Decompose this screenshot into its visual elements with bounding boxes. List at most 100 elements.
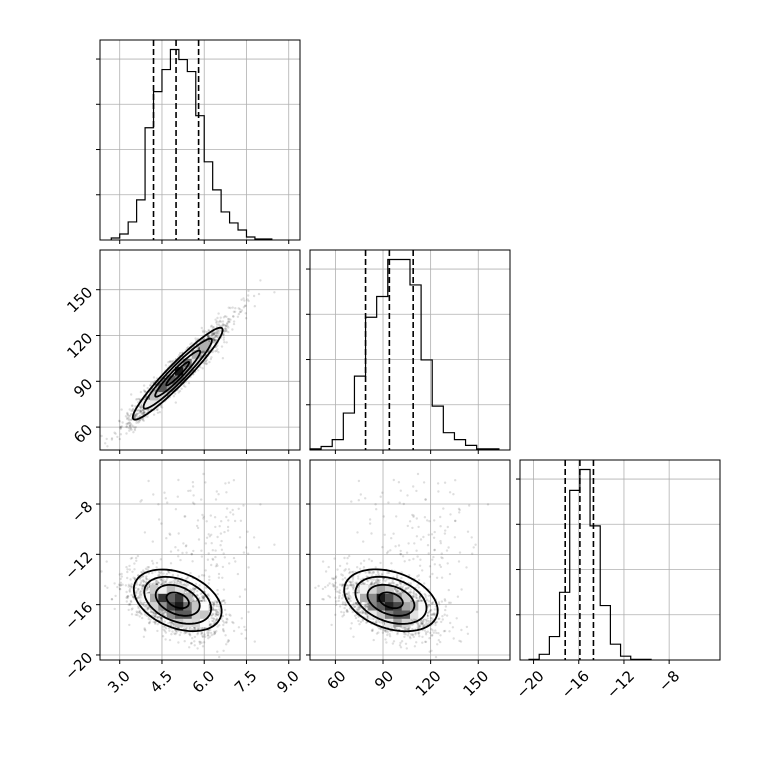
density-cell	[166, 585, 176, 594]
sample-point	[196, 594, 199, 597]
sample-point	[136, 554, 140, 558]
sample-point	[201, 596, 204, 600]
sample-point	[139, 596, 142, 599]
sample-point	[333, 557, 336, 560]
density-cell	[191, 610, 201, 619]
sample-point	[168, 360, 172, 363]
sample-point	[243, 625, 246, 629]
sample-point	[178, 389, 182, 393]
sample-point	[220, 345, 224, 348]
sample-point	[168, 629, 171, 632]
sample-point	[192, 591, 196, 594]
density-cell	[150, 585, 159, 594]
sample-point	[214, 525, 217, 529]
sample-point	[131, 404, 134, 407]
sample-point	[133, 427, 137, 430]
sample-point	[193, 628, 196, 631]
sample-point	[136, 589, 139, 593]
sample-point	[216, 332, 219, 335]
sample-point	[129, 425, 132, 428]
sample-point	[137, 574, 140, 577]
sample-point	[191, 589, 194, 592]
density-cell	[150, 601, 159, 611]
sample-point	[212, 612, 215, 616]
sample-point	[200, 498, 203, 501]
sample-point	[156, 623, 159, 626]
density-cell	[191, 350, 201, 359]
sample-point	[139, 612, 143, 615]
density-cell	[175, 358, 184, 368]
sample-point	[225, 325, 228, 328]
sample-point	[143, 411, 146, 414]
sample-point	[216, 344, 219, 347]
sample-point	[240, 632, 243, 635]
sample-point	[399, 552, 402, 556]
sample-point	[244, 312, 247, 315]
sample-point	[383, 533, 386, 536]
sample-point	[163, 611, 166, 615]
sample-point	[158, 616, 161, 619]
sample-point	[151, 540, 154, 543]
sample-point	[417, 632, 420, 636]
sample-point	[136, 596, 140, 599]
sample-point	[226, 529, 230, 532]
sample-point	[222, 336, 226, 339]
sample-point	[193, 587, 197, 590]
sample-point	[190, 553, 194, 556]
sample-point	[222, 316, 226, 319]
sample-point	[242, 297, 245, 300]
sample-point	[210, 634, 213, 637]
sample-point	[155, 579, 159, 582]
y-tick-label: −8	[68, 498, 96, 526]
sample-point	[142, 417, 145, 420]
sample-point	[212, 339, 216, 342]
sample-point	[154, 615, 157, 619]
panel-frame	[309, 249, 511, 451]
sample-point	[118, 587, 122, 591]
sample-point	[151, 614, 154, 617]
sample-point	[177, 582, 181, 586]
sample-point	[201, 635, 204, 638]
density-cell	[200, 610, 209, 619]
hist-panel-0	[96, 39, 301, 244]
sample-point	[117, 583, 121, 586]
sample-point	[175, 629, 178, 633]
density-cell	[175, 601, 184, 611]
sample-point	[158, 411, 162, 414]
sample-point	[135, 398, 138, 401]
sample-point	[207, 594, 210, 597]
sample-point	[175, 631, 178, 634]
sample-point	[165, 537, 168, 540]
sample-point	[342, 613, 346, 617]
sample-point	[229, 318, 232, 321]
density-cell	[200, 618, 209, 628]
sample-point	[437, 632, 440, 635]
sample-point	[168, 532, 171, 535]
sample-point	[136, 613, 139, 617]
sample-point	[212, 332, 215, 336]
density-cell	[191, 601, 201, 611]
sample-point	[162, 625, 165, 628]
sample-point	[228, 613, 231, 616]
sample-point	[204, 359, 207, 363]
sample-point	[118, 437, 122, 441]
sample-point	[406, 494, 409, 497]
sample-point	[135, 610, 138, 613]
sample-point	[169, 582, 172, 585]
sample-point	[146, 588, 149, 591]
sample-point	[170, 582, 173, 585]
sample-point	[214, 600, 217, 603]
sample-point	[110, 597, 114, 601]
sample-point	[223, 315, 227, 318]
sample-point	[139, 581, 143, 585]
sample-point	[137, 397, 141, 401]
sample-point	[379, 627, 383, 631]
sample-point	[168, 571, 171, 574]
sample-point	[133, 577, 137, 580]
sample-point	[119, 425, 122, 429]
sample-point	[176, 574, 180, 577]
grid	[520, 460, 720, 660]
sample-point	[167, 622, 170, 625]
sample-point	[124, 415, 128, 418]
sample-point	[418, 596, 422, 599]
